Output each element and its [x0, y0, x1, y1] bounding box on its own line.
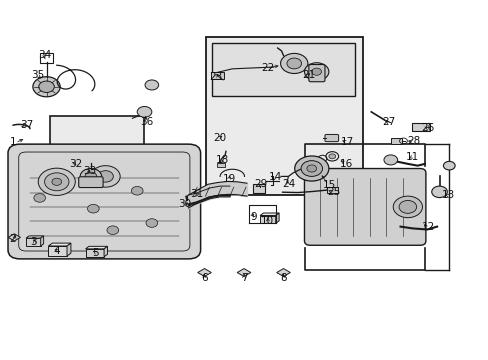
Text: 10: 10 [260, 216, 273, 225]
Text: 37: 37 [20, 120, 33, 130]
Text: 32: 32 [69, 159, 83, 169]
FancyBboxPatch shape [252, 184, 265, 193]
Circle shape [33, 77, 60, 97]
Circle shape [85, 172, 97, 181]
FancyBboxPatch shape [206, 37, 362, 195]
Polygon shape [85, 246, 107, 249]
FancyBboxPatch shape [211, 43, 354, 96]
Text: 22: 22 [260, 63, 273, 73]
Circle shape [145, 80, 158, 90]
Polygon shape [275, 213, 279, 224]
Text: 17: 17 [341, 138, 354, 147]
Circle shape [98, 171, 113, 182]
Circle shape [39, 81, 54, 93]
Text: 21: 21 [301, 70, 314, 80]
Circle shape [38, 168, 75, 195]
Polygon shape [41, 236, 43, 246]
Polygon shape [276, 269, 290, 276]
Circle shape [91, 166, 120, 187]
Circle shape [301, 161, 322, 176]
Text: 20: 20 [213, 133, 226, 143]
Circle shape [383, 155, 397, 165]
FancyBboxPatch shape [304, 168, 425, 245]
FancyBboxPatch shape [210, 72, 224, 79]
Circle shape [443, 161, 454, 170]
Circle shape [80, 168, 102, 184]
Circle shape [34, 194, 45, 202]
Text: 24: 24 [281, 179, 294, 189]
Polygon shape [48, 243, 71, 246]
Circle shape [286, 58, 301, 69]
Text: 12: 12 [421, 222, 434, 232]
Polygon shape [104, 246, 107, 257]
Polygon shape [85, 249, 104, 257]
Circle shape [294, 156, 328, 181]
Text: 15: 15 [322, 180, 335, 190]
Circle shape [280, 53, 307, 73]
FancyBboxPatch shape [326, 187, 337, 193]
Text: 30: 30 [178, 199, 191, 210]
Circle shape [146, 219, 158, 227]
Text: 13: 13 [441, 190, 454, 201]
Text: 36: 36 [140, 117, 153, 127]
Text: 6: 6 [201, 273, 207, 283]
Text: 27: 27 [382, 117, 395, 127]
Circle shape [52, 178, 61, 185]
Circle shape [431, 186, 447, 198]
Text: 8: 8 [280, 273, 286, 283]
Polygon shape [237, 269, 250, 276]
Text: 19: 19 [223, 174, 236, 184]
FancyBboxPatch shape [40, 53, 53, 63]
Text: 26: 26 [421, 123, 434, 133]
Polygon shape [260, 213, 279, 216]
Circle shape [137, 107, 152, 117]
Circle shape [44, 173, 69, 191]
FancyBboxPatch shape [79, 177, 103, 188]
Text: 4: 4 [53, 246, 60, 256]
Text: 9: 9 [249, 212, 256, 221]
FancyBboxPatch shape [390, 138, 401, 144]
Circle shape [392, 196, 422, 218]
Polygon shape [8, 234, 20, 241]
Circle shape [328, 154, 335, 159]
Circle shape [304, 63, 328, 81]
Text: 7: 7 [240, 273, 247, 283]
Text: 28: 28 [406, 136, 420, 146]
Polygon shape [48, 246, 67, 256]
Polygon shape [260, 216, 275, 224]
Text: 16: 16 [340, 158, 353, 168]
Text: 25: 25 [326, 187, 340, 197]
Polygon shape [26, 238, 41, 246]
Text: 23: 23 [209, 72, 222, 82]
Text: 3: 3 [30, 237, 37, 247]
FancyBboxPatch shape [325, 134, 338, 141]
Text: 2: 2 [10, 234, 16, 244]
Text: 34: 34 [39, 50, 52, 60]
Text: 31: 31 [190, 189, 203, 199]
FancyBboxPatch shape [308, 64, 325, 82]
Text: 33: 33 [83, 166, 96, 176]
Circle shape [107, 226, 119, 234]
FancyBboxPatch shape [8, 144, 200, 259]
FancyBboxPatch shape [216, 163, 224, 167]
Polygon shape [67, 243, 71, 256]
FancyBboxPatch shape [50, 116, 143, 195]
Circle shape [398, 201, 416, 213]
Polygon shape [26, 236, 43, 238]
Circle shape [131, 186, 143, 195]
Polygon shape [197, 269, 211, 276]
Circle shape [87, 204, 99, 213]
Circle shape [311, 68, 321, 75]
Text: 1: 1 [10, 138, 17, 147]
Circle shape [306, 165, 316, 172]
Text: 35: 35 [32, 69, 45, 80]
Text: 18: 18 [215, 155, 228, 165]
Text: 5: 5 [92, 248, 99, 258]
Text: 11: 11 [405, 152, 419, 162]
Text: 14: 14 [268, 172, 282, 182]
Text: 29: 29 [254, 179, 267, 189]
FancyBboxPatch shape [411, 123, 429, 131]
